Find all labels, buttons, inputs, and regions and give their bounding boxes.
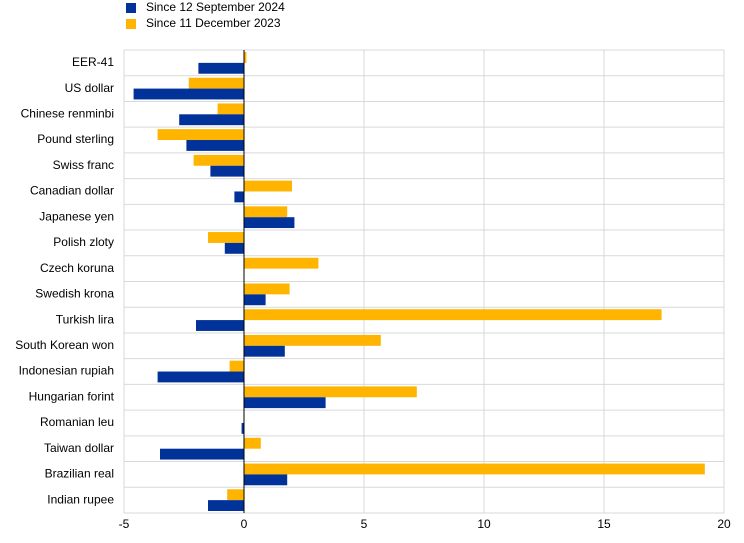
bar — [241, 422, 244, 434]
y-tick-label: Polish zloty — [53, 235, 114, 249]
bar — [157, 371, 244, 383]
bar — [244, 386, 417, 398]
bar — [210, 165, 244, 177]
bar — [196, 320, 244, 331]
bar — [244, 334, 381, 346]
bar — [208, 232, 244, 243]
bar — [133, 88, 244, 100]
bar — [244, 180, 292, 192]
bar — [217, 103, 244, 115]
legend-label: Since 12 September 2024 — [146, 0, 285, 14]
y-tick-label: Hungarian forint — [29, 389, 115, 403]
x-tick-label: -5 — [119, 517, 130, 531]
bar — [244, 206, 288, 218]
y-tick-label: Swiss franc — [53, 158, 114, 172]
bar — [244, 437, 261, 449]
x-tick-label: 20 — [717, 517, 731, 531]
x-tick-label: 10 — [477, 517, 491, 531]
bar — [224, 242, 244, 254]
y-tick-label: EER-41 — [72, 55, 114, 69]
bar — [244, 52, 247, 63]
y-tick-label: Brazilian real — [45, 467, 114, 481]
bar — [244, 294, 266, 306]
x-tick-label: 0 — [241, 517, 248, 531]
bar — [229, 360, 244, 372]
y-tick-label: Swedish krona — [35, 287, 114, 301]
x-tick-label: 5 — [361, 517, 368, 531]
bar — [244, 474, 288, 486]
y-tick-label: Japanese yen — [39, 209, 114, 223]
bar — [244, 309, 662, 321]
legend-label: Since 11 December 2023 — [146, 16, 281, 30]
x-tick-label: 15 — [597, 517, 611, 531]
y-tick-label: Canadian dollar — [30, 184, 114, 198]
bar — [179, 114, 244, 126]
legend-swatch — [126, 19, 136, 29]
bar — [188, 77, 244, 89]
bar — [234, 191, 244, 203]
y-tick-label: Indonesian rupiah — [19, 364, 114, 378]
bar — [227, 489, 244, 501]
bar — [198, 62, 244, 74]
y-tick-label: South Korean won — [15, 338, 114, 352]
bar — [244, 345, 285, 357]
y-tick-label: Czech koruna — [40, 261, 114, 275]
bar — [244, 463, 705, 475]
bar — [244, 217, 295, 229]
y-tick-label: Turkish lira — [56, 312, 115, 326]
bar — [244, 257, 319, 269]
y-tick-label: US dollar — [65, 81, 114, 95]
y-tick-label: Chinese renminbi — [21, 106, 114, 120]
y-tick-label: Pound sterling — [37, 132, 114, 146]
bar — [208, 500, 244, 511]
y-tick-label: Taiwan dollar — [44, 441, 114, 455]
y-tick-label: Indian rupee — [47, 492, 114, 506]
legend-swatch — [126, 3, 136, 13]
bar — [193, 154, 244, 166]
y-tick-label: Romanian leu — [40, 415, 114, 429]
bar — [160, 448, 244, 460]
bar — [186, 140, 244, 151]
bar — [157, 129, 244, 141]
bar — [244, 397, 326, 409]
bar — [244, 283, 290, 295]
